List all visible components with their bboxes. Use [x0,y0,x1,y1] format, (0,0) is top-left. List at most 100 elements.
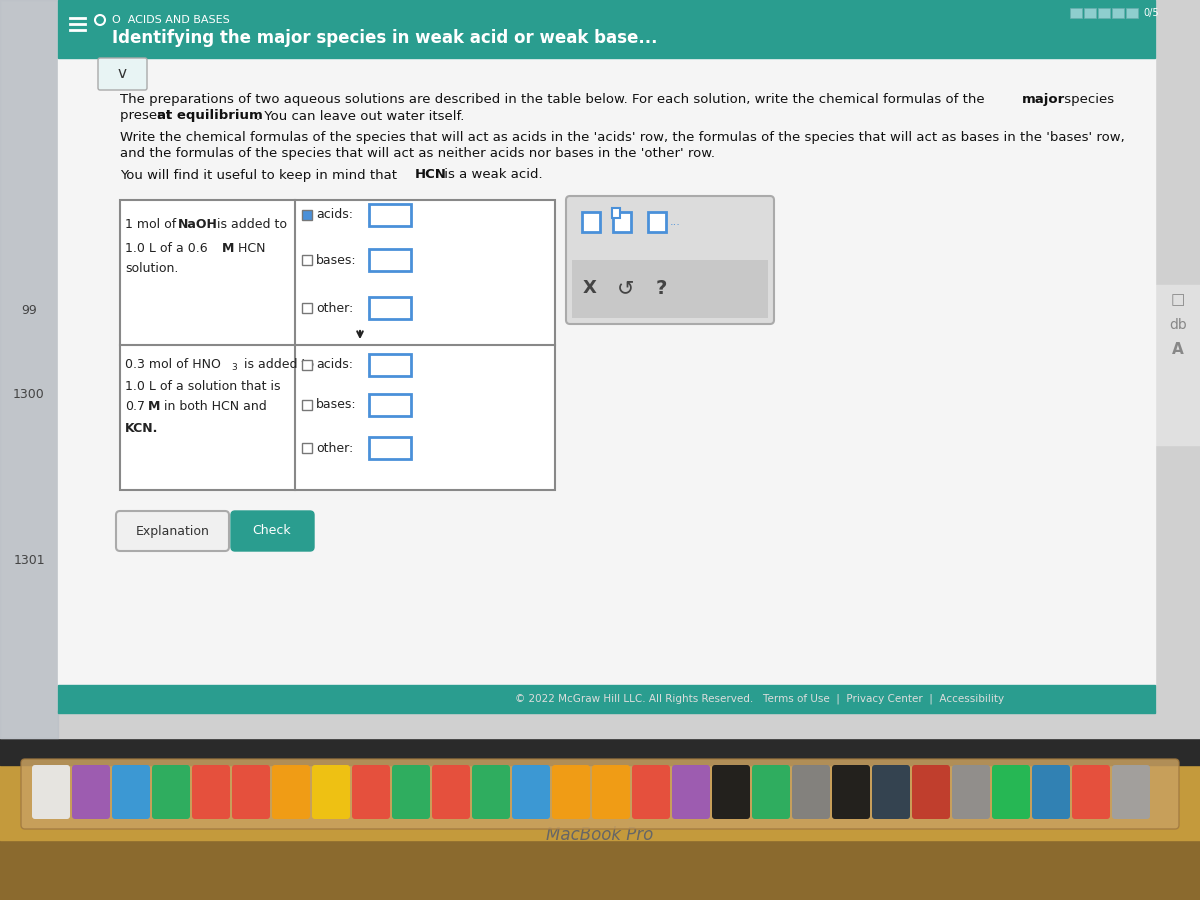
FancyBboxPatch shape [832,765,870,819]
Bar [58,0,1154,710]
Bar [0,760,1200,900]
Text: KCN.: KCN. [125,421,158,435]
FancyBboxPatch shape [992,765,1030,819]
Text: ?: ? [655,278,667,298]
FancyBboxPatch shape [312,765,350,819]
FancyBboxPatch shape [32,765,70,819]
Bar [302,303,312,313]
Bar [648,212,666,232]
Text: 1301: 1301 [13,554,44,566]
Text: 3: 3 [230,364,236,373]
FancyBboxPatch shape [98,58,148,90]
Text: 1300: 1300 [13,389,44,401]
Bar [302,360,312,370]
Bar [1126,8,1138,18]
FancyBboxPatch shape [712,765,750,819]
Bar [370,437,410,459]
FancyBboxPatch shape [1072,765,1110,819]
Text: ↺: ↺ [617,278,635,298]
Bar [1154,285,1200,445]
FancyBboxPatch shape [22,759,1178,829]
Bar [0,760,1200,840]
FancyBboxPatch shape [352,765,390,819]
Bar [1084,8,1096,18]
Text: Check: Check [253,525,292,537]
Bar [58,685,1154,713]
Text: The preparations of two aqueous solutions are described in the table below. For : The preparations of two aqueous solution… [120,94,989,106]
Text: present: present [120,110,175,122]
Text: MacBook Pro: MacBook Pro [546,826,654,844]
Text: 0.7: 0.7 [125,400,145,413]
FancyBboxPatch shape [592,765,630,819]
FancyBboxPatch shape [872,765,910,819]
Text: © 2022 McGraw Hill LLC. All Rights Reserved.   Terms of Use  |  Privacy Center  : © 2022 McGraw Hill LLC. All Rights Reser… [516,694,1004,704]
Bar [0,0,58,738]
Bar [370,249,410,271]
Text: db: db [1169,318,1187,332]
Text: 99: 99 [22,303,37,317]
Bar [0,735,1200,765]
FancyBboxPatch shape [152,765,190,819]
Text: other:: other: [316,302,353,314]
Text: Explanation: Explanation [136,525,210,537]
Text: . You can leave out water itself.: . You can leave out water itself. [256,110,464,122]
Text: 1.0 L of a 0.6: 1.0 L of a 0.6 [125,241,208,255]
Bar [302,443,312,453]
Text: 1.0 L of a solution that is: 1.0 L of a solution that is [125,381,281,393]
Text: bases:: bases: [316,399,356,411]
FancyBboxPatch shape [472,765,510,819]
Text: □: □ [1171,292,1186,308]
Text: is added to: is added to [240,358,314,372]
FancyBboxPatch shape [792,765,830,819]
FancyBboxPatch shape [512,765,550,819]
FancyBboxPatch shape [566,196,774,324]
Text: NaOH: NaOH [178,219,218,231]
Bar [302,255,312,265]
Text: 0/5: 0/5 [1142,8,1159,18]
Bar [302,400,312,410]
Bar [1098,8,1110,18]
FancyBboxPatch shape [432,765,470,819]
FancyBboxPatch shape [272,765,310,819]
Text: species: species [1060,94,1114,106]
Bar [612,208,620,218]
Bar [613,212,631,232]
Text: bases:: bases: [316,254,356,266]
FancyBboxPatch shape [112,765,150,819]
Bar [0,0,1200,738]
Text: Write the chemical formulas of the species that will act as acids in the 'acids': Write the chemical formulas of the speci… [120,131,1124,145]
FancyBboxPatch shape [230,511,314,551]
Text: acids:: acids: [316,358,353,372]
FancyBboxPatch shape [672,765,710,819]
Text: acids:: acids: [316,209,353,221]
Text: at equilibrium: at equilibrium [157,110,263,122]
Bar [370,394,410,416]
Bar [370,204,410,226]
Text: major: major [1022,94,1066,106]
Text: You will find it useful to keep in mind that: You will find it useful to keep in mind … [120,168,401,182]
FancyBboxPatch shape [1112,765,1150,819]
Text: and the formulas of the species that will act as neither acids nor bases in the : and the formulas of the species that wil… [120,148,715,160]
Bar [370,354,410,376]
FancyBboxPatch shape [752,765,790,819]
FancyBboxPatch shape [1032,765,1070,819]
FancyBboxPatch shape [116,511,229,551]
Text: 1 mol of: 1 mol of [125,219,180,231]
FancyBboxPatch shape [232,765,270,819]
Text: A: A [1172,343,1184,357]
Text: is a weak acid.: is a weak acid. [440,168,542,182]
Text: M: M [222,241,234,255]
Bar [120,200,554,490]
Bar [370,297,410,319]
FancyBboxPatch shape [192,765,230,819]
Text: in both HCN and: in both HCN and [160,400,266,413]
FancyBboxPatch shape [912,765,950,819]
FancyBboxPatch shape [632,765,670,819]
Text: other:: other: [316,442,353,454]
Text: is added to: is added to [214,219,287,231]
Text: solution.: solution. [125,262,179,274]
FancyBboxPatch shape [552,765,590,819]
Text: HCN: HCN [415,168,446,182]
Text: HCN: HCN [234,241,265,255]
Bar [582,212,600,232]
